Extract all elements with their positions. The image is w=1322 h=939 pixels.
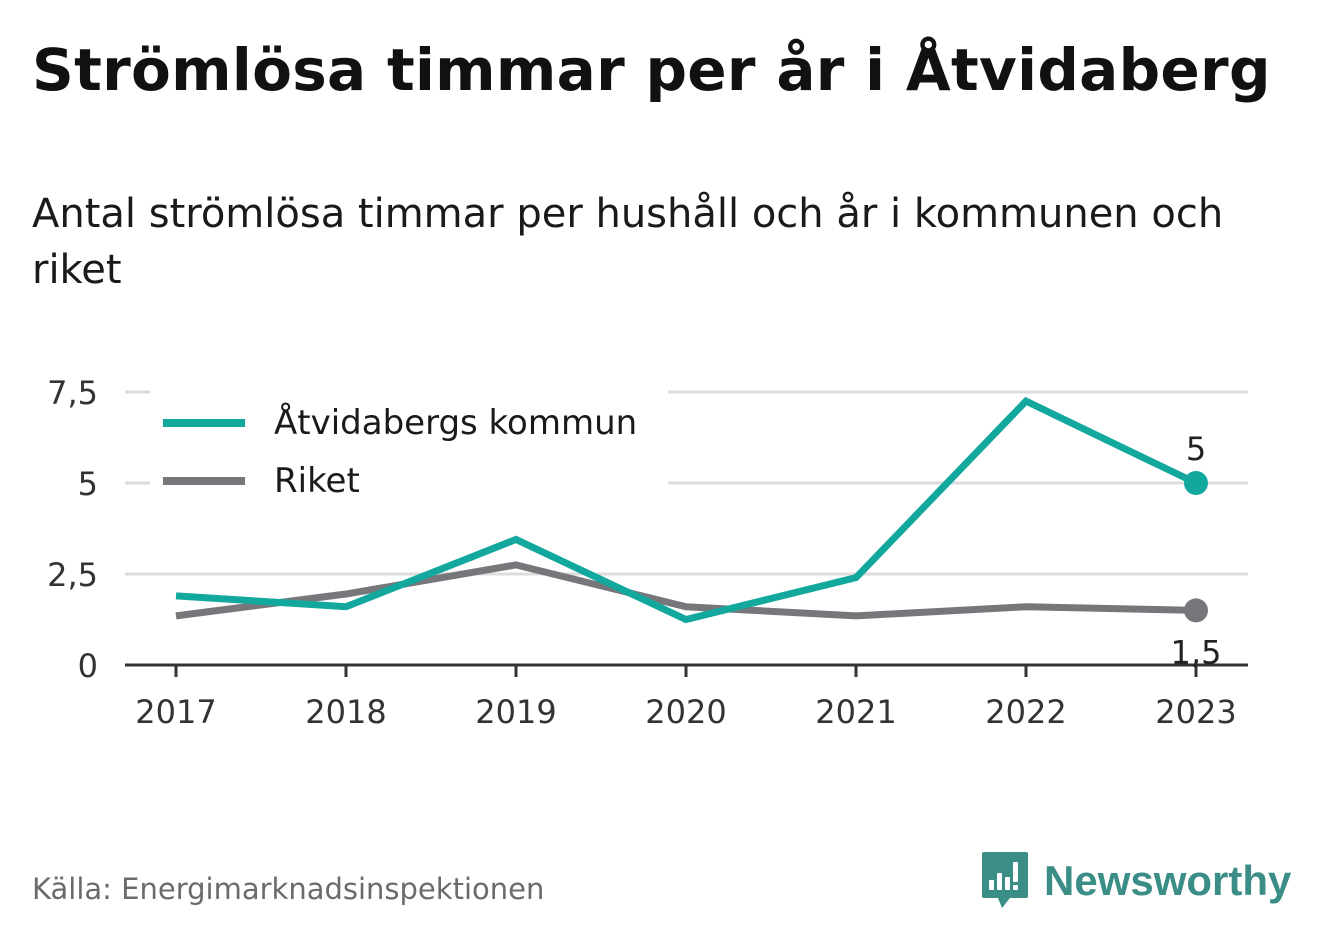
x-axis: 2017 2018 2019 2020 2021 2022 2023 — [125, 663, 1248, 731]
series-line-0 — [175, 396, 1198, 624]
x-tick-label: 2020 — [645, 693, 726, 731]
chart-title: Strömlösa timmar per år i Åtvidaberg — [32, 36, 1271, 104]
series-endpoint-1 — [1184, 598, 1208, 623]
x-tick-label: 2018 — [305, 693, 386, 731]
x-tick-label: 2023 — [1155, 693, 1236, 731]
series-lines: 1,55 — [175, 396, 1222, 671]
series-end-label-1: 1,5 — [1171, 633, 1222, 671]
newsworthy-logo-icon — [982, 852, 1028, 908]
brand-name: Newsworthy — [1044, 857, 1292, 904]
y-tick-label: 5 — [78, 465, 98, 503]
x-tick-label: 2017 — [135, 693, 216, 731]
y-axis-ticks: 0 2,5 5 7,5 — [47, 374, 98, 685]
y-tick-label: 0 — [78, 647, 98, 685]
y-tick-label: 7,5 — [47, 374, 98, 412]
y-tick-label: 2,5 — [47, 556, 98, 594]
brand-logo: Newsworthy — [980, 850, 1291, 912]
source-note: Källa: Energimarknadsinspektionen — [32, 872, 545, 906]
legend: Åtvidabergs kommun Riket — [150, 390, 668, 518]
line-chart: 0 2,5 5 7,5 2017 2018 2019 2020 2021 2022 2023 1,… — [47, 374, 1248, 731]
series-endpoint-0 — [1184, 471, 1208, 495]
x-tick-label: 2022 — [985, 693, 1066, 731]
legend-label-1: Riket — [274, 461, 360, 501]
legend-background — [150, 390, 668, 518]
chart-subtitle: Antal strömlösa timmar per hushåll och å… — [32, 191, 1224, 293]
x-tick-label: 2019 — [475, 693, 556, 731]
series-line-1 — [175, 561, 1197, 620]
series-end-label-0: 5 — [1186, 430, 1206, 468]
legend-label-0: Åtvidabergs kommun — [274, 402, 637, 443]
x-tick-label: 2021 — [815, 693, 896, 731]
